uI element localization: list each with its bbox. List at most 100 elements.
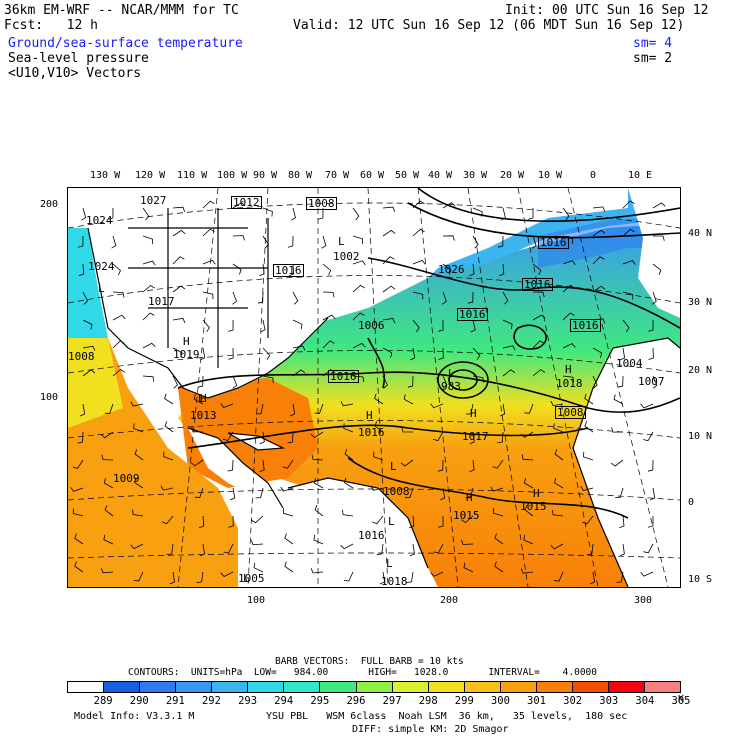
wind-barb: [130, 401, 144, 407]
longitude-label: 50 W: [395, 170, 420, 181]
wind-barb: [562, 284, 575, 293]
wind-barb: [200, 347, 206, 361]
wind-barb: [81, 207, 87, 221]
isobar-label: 1013: [190, 409, 217, 422]
wind-barb: [592, 206, 606, 212]
wind-barb: [352, 207, 360, 221]
wind-barb: [344, 449, 354, 461]
latitude-label: 40 N: [688, 228, 713, 239]
wind-barb: [442, 291, 447, 305]
barb-legend: BARB VECTORS: FULL BARB = 10 kts: [275, 656, 464, 667]
wind-barb: [465, 403, 474, 415]
wind-barb: [142, 235, 153, 245]
wind-barb: [112, 368, 126, 377]
wind-barb: [382, 375, 388, 389]
wind-barb: [521, 454, 534, 461]
latitude-label: 10 N: [688, 431, 713, 442]
isobar-label: 1016: [358, 426, 385, 439]
wind-barb: [72, 459, 84, 469]
high-pressure-marker: H: [200, 392, 207, 405]
longitude-label: 10 E: [628, 170, 653, 181]
wind-barb: [412, 259, 426, 265]
wind-barb: [592, 347, 603, 358]
high-pressure-marker: H: [183, 335, 190, 348]
wind-barb: [469, 459, 475, 473]
wind-barb: [77, 235, 84, 248]
wind-barb: [142, 342, 156, 349]
wind-barb: [262, 347, 271, 360]
wind-barb: [611, 427, 624, 433]
wind-barb: [262, 207, 273, 217]
wind-barb: [103, 534, 114, 545]
wind-barb: [257, 291, 264, 304]
wind-barb: [379, 571, 386, 585]
longitude-label: 0: [590, 170, 597, 181]
wind-barb: [314, 403, 324, 414]
wind-barb: [166, 543, 174, 555]
wind-barb: [232, 375, 238, 389]
longitude-label: 10 W: [538, 170, 563, 181]
wind-barb: [554, 477, 564, 489]
wind-barb: [80, 403, 86, 417]
wind-barb: [619, 515, 625, 529]
colorbar-swatch: [211, 682, 248, 692]
wind-barb: [622, 291, 634, 300]
colorbar-value: 300: [490, 695, 510, 707]
wind-barb: [352, 260, 366, 266]
wind-barb: [280, 486, 294, 492]
wind-barb: [442, 375, 448, 389]
wind-barb: [112, 314, 126, 321]
wind-barb: [142, 375, 155, 382]
wind-barb: [82, 319, 93, 330]
isobar-label-boxed: 1016: [538, 236, 569, 249]
wind-barb: [292, 369, 306, 377]
colorbar-swatch: [68, 682, 104, 692]
high-pressure-marker: H: [470, 407, 477, 420]
wind-barb: [111, 235, 117, 249]
wind-barb: [532, 340, 545, 349]
wind-barb: [228, 515, 234, 528]
wind-barb: [584, 421, 594, 433]
wind-barb: [497, 235, 504, 248]
wind-barb: [442, 235, 455, 241]
wind-barb: [340, 401, 354, 407]
isobar-label: 1018: [381, 575, 408, 588]
isobar-label: 1002: [333, 250, 360, 263]
colorbar-value: 299: [454, 695, 474, 707]
wind-barb: [260, 319, 266, 333]
wind-barb: [382, 229, 396, 237]
wind-barb: [472, 347, 481, 360]
wind-barb: [610, 459, 624, 467]
wind-barb: [220, 571, 234, 577]
grid-label-bottom-300: 300: [634, 595, 653, 606]
longitude-label: 90 W: [253, 170, 278, 181]
latitude-label: 30 N: [688, 297, 713, 308]
wind-barb: [592, 256, 605, 265]
colorbar-swatch: [391, 682, 428, 692]
wind-barb: [467, 291, 474, 304]
wind-barb: [622, 319, 630, 333]
wind-barb: [438, 515, 444, 528]
weather-map: 1012 1008 1016 1016 1016 1016 1016 1016 1008 1027…: [67, 187, 681, 588]
wind-barb: [376, 543, 384, 556]
wind-barb: [461, 539, 474, 545]
wind-barb: [502, 291, 509, 305]
wind-barb: [532, 369, 546, 377]
wind-barb: [550, 400, 564, 407]
wind-barb: [259, 459, 265, 473]
wind-barb: [382, 347, 393, 358]
wind-barb: [228, 319, 234, 332]
wind-barb: [322, 340, 335, 349]
wind-barb: [72, 508, 84, 517]
wind-barb: [284, 561, 294, 573]
wind-barb: [554, 449, 564, 461]
wind-barb: [107, 207, 114, 220]
high-pressure-marker: H: [565, 363, 572, 376]
wind-barb: [259, 431, 265, 445]
wind-barb: [528, 208, 534, 220]
wind-barb: [322, 369, 336, 377]
wind-barb: [100, 431, 114, 439]
wind-barb: [230, 487, 236, 501]
wind-barb: [251, 515, 264, 524]
colorbar-swatch: [463, 682, 500, 692]
